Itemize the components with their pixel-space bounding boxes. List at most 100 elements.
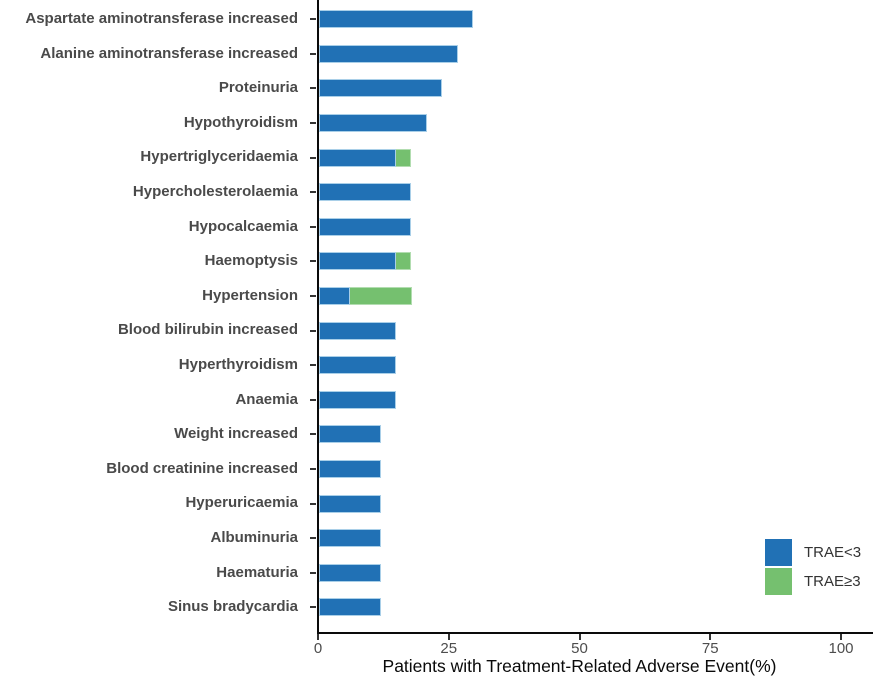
category-label: Hypertriglyceridaemia [140,148,298,166]
bar-row: Haemoptysis [0,244,876,279]
bar-segment-trae-lt3 [319,252,396,271]
category-label: Blood creatinine increased [106,459,298,477]
y-tick-mark [310,122,316,125]
legend-label: TRAE≥3 [804,573,861,590]
bar-segment-trae-ge3 [395,252,412,271]
y-tick-mark [310,606,316,609]
bar-segment-trae-ge3 [349,287,412,306]
y-tick-mark [310,537,316,540]
bar-row: Hyperuricaemia [0,486,876,521]
bar-track [319,183,412,202]
x-axis-title: Patients with Treatment-Related Adverse … [382,656,777,676]
legend: TRAE<3 TRAE≥3 [765,539,861,597]
category-label: Sinus bradycardia [167,598,298,616]
x-tick-label: 75 [701,640,719,657]
legend-swatch-green [765,568,792,595]
bar-track [319,321,396,340]
bar-row: Weight increased [0,417,876,452]
category-label: Hypocalcaemia [188,217,298,235]
bar-segment-trae-lt3 [319,529,381,548]
bar-segment-trae-lt3 [319,183,412,202]
category-label: Hypertension [202,286,298,304]
bar-track [319,79,442,98]
category-label: Albuminuria [210,528,298,546]
legend-item-trae-lt3: TRAE<3 [765,539,861,566]
bar-track [319,217,412,236]
bar-row: Sinus bradycardia [0,590,876,625]
bar-segment-trae-ge3 [395,148,412,167]
bar-row: Aspartate aminotransferase increased [0,2,876,37]
y-tick-mark [310,225,316,228]
x-tick-mark [578,634,581,640]
y-tick-mark [310,260,316,263]
bar-track [319,10,473,29]
category-label: Alanine aminotransferase increased [40,44,298,62]
bar-row: Alanine aminotransferase increased [0,37,876,72]
y-axis-line [317,0,319,633]
x-tick-label: 0 [313,640,323,657]
bar-segment-trae-lt3 [319,425,381,444]
x-tick-mark [447,634,450,640]
bar-row: Haematuria [0,556,876,591]
bar-row: Proteinuria [0,71,876,106]
category-label: Blood bilirubin increased [117,321,298,339]
bar-row: Albuminuria [0,521,876,556]
legend-swatch-blue [765,539,792,566]
category-label: Aspartate aminotransferase increased [25,10,298,28]
legend-item-trae-ge3: TRAE≥3 [765,568,861,595]
y-tick-mark [310,398,316,401]
category-label: Haemoptysis [204,252,298,270]
legend-label: TRAE<3 [804,544,862,561]
x-tick-mark [840,634,842,640]
y-tick-mark [310,433,316,436]
y-tick-mark [310,52,316,55]
bar-track [319,460,381,479]
category-label: Hyperthyroidism [178,355,298,373]
bar-segment-trae-lt3 [319,598,381,617]
bar-segment-trae-lt3 [319,356,396,375]
bar-segment-trae-lt3 [319,494,381,513]
y-tick-mark [310,571,316,574]
bar-track [319,287,412,306]
category-label: Anaemia [235,390,298,408]
category-label: Hyperuricaemia [185,494,298,512]
bar-segment-trae-lt3 [319,114,427,133]
bar-track [319,390,396,409]
category-label: Proteinuria [218,79,298,97]
bar-segment-trae-lt3 [319,148,396,167]
bar-track [319,494,381,513]
bar-segment-trae-lt3 [319,44,458,63]
bar-row: Hyperthyroidism [0,348,876,383]
bar-row: Blood bilirubin increased [0,313,876,348]
y-tick-mark [310,468,316,471]
y-tick-mark [310,364,316,367]
y-tick-mark [310,295,316,298]
bar-track [319,114,427,133]
y-tick-mark [310,329,316,332]
x-tick-label: 100 [828,640,854,657]
bar-row: Hypertension [0,279,876,314]
bar-segment-trae-lt3 [319,79,442,98]
bar-track [319,148,412,167]
x-axis-line [317,632,873,634]
x-tick-label: 50 [571,640,588,657]
bar-segment-trae-lt3 [319,217,412,236]
bar-segment-trae-lt3 [319,563,381,582]
bar-row: Hypocalcaemia [0,210,876,245]
bar-segment-trae-lt3 [319,287,350,306]
y-tick-mark [310,156,316,159]
x-tick-label: 25 [440,640,458,657]
bar-track [319,252,412,271]
bar-track [319,44,458,63]
bar-rows: Aspartate aminotransferase increased Alan… [0,2,876,625]
bar-segment-trae-lt3 [319,10,473,29]
bar-segment-trae-lt3 [319,321,396,340]
bar-track [319,356,396,375]
category-label: Hypercholesterolaemia [132,183,298,201]
category-label: Hypothyroidism [183,113,298,131]
bar-track [319,425,381,444]
bar-row: Hypercholesterolaemia [0,175,876,210]
bar-track [319,529,381,548]
category-label: Haematuria [216,563,298,581]
